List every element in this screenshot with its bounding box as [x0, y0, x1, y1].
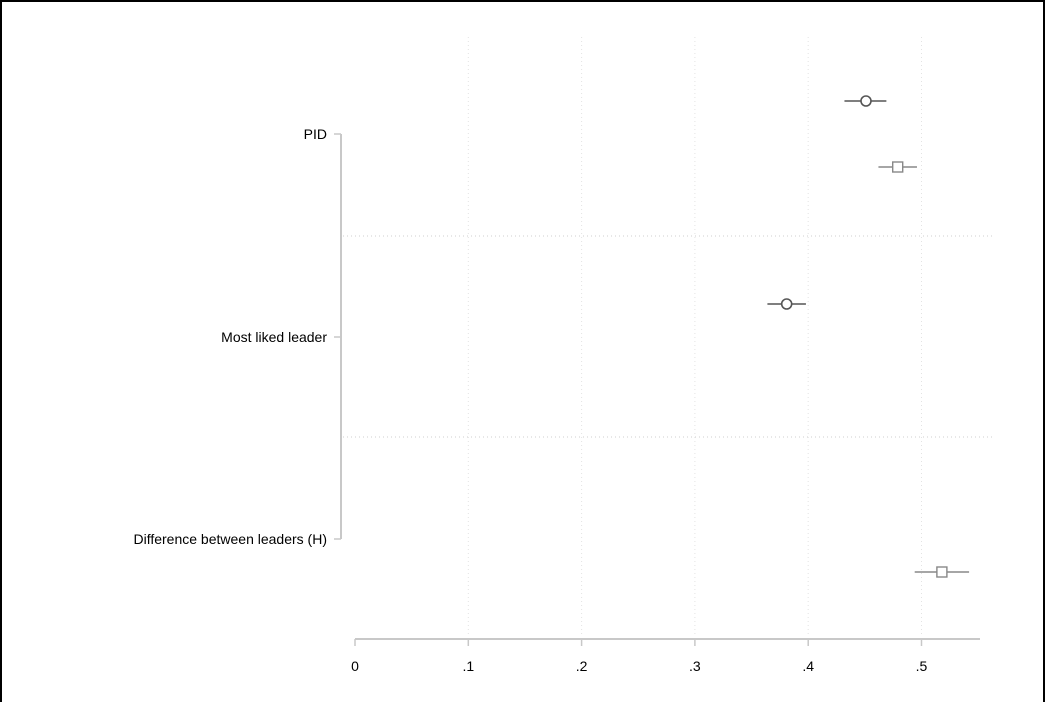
x-tick-label-4: .4 — [802, 658, 814, 674]
x-tick-label-1: .1 — [462, 658, 474, 674]
marker-square-s1-p0 — [892, 161, 904, 173]
marker-circle-s0-p1 — [780, 298, 793, 310]
x-tick-label-5: .5 — [916, 658, 928, 674]
marker-square-s1-p1 — [936, 566, 948, 578]
x-tick-label-0: 0 — [351, 658, 359, 674]
x-tick-label-2: .2 — [576, 658, 588, 674]
x-tick-label-3: .3 — [689, 658, 701, 674]
y-tick-label-1: Most liked leader — [221, 329, 327, 345]
marker-circle-s0-p0 — [860, 95, 872, 107]
y-tick-label-0: PID — [304, 126, 327, 142]
y-tick-label-2: Difference between leaders (H) — [133, 531, 327, 547]
